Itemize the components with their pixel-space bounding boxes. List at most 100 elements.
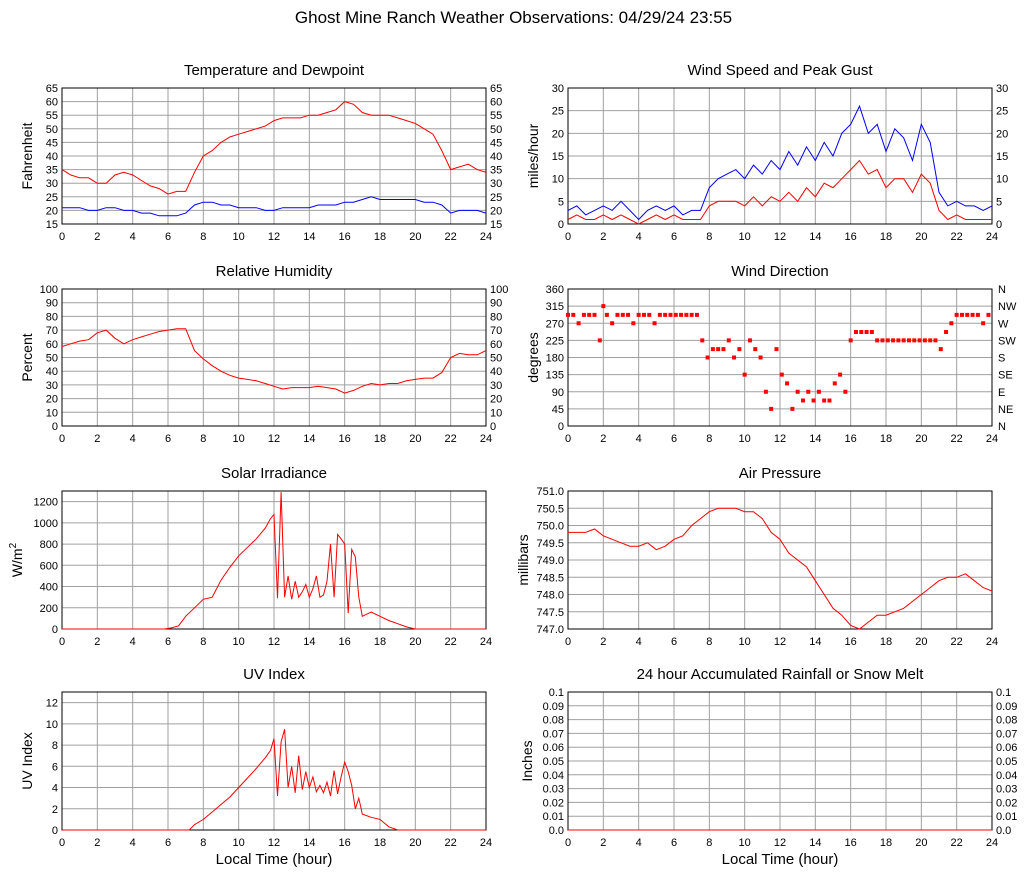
y-tick-label: 40 xyxy=(46,151,58,163)
data-point xyxy=(986,312,991,317)
y-tick-label: 0 xyxy=(52,624,58,636)
x-tick-label: 12 xyxy=(774,636,786,648)
x-tick-label: 2 xyxy=(600,433,606,445)
x-tick-label: 12 xyxy=(268,433,280,445)
y-tick-label-right: 30 xyxy=(490,178,502,190)
y-axis-label-sup: 2 xyxy=(8,542,19,548)
x-tick-label: 22 xyxy=(951,837,963,849)
y-tick-label: 0.03 xyxy=(543,784,564,796)
series-line-0 xyxy=(568,104,992,221)
y-tick-label: 25 xyxy=(552,106,564,118)
y-tick-label-right: 0.02 xyxy=(996,797,1017,809)
x-tick-label: 20 xyxy=(915,231,927,243)
data-point xyxy=(949,321,954,326)
data-point xyxy=(620,312,625,317)
y-tick-label-right: 10 xyxy=(490,407,502,419)
x-tick-label: 18 xyxy=(880,433,892,445)
y-tick-label: 400 xyxy=(40,582,58,594)
y-tick-label: 80 xyxy=(46,311,58,323)
y-tick-label: 0 xyxy=(558,421,564,433)
data-point xyxy=(869,330,874,335)
compass-label: SE xyxy=(998,370,1013,382)
x-tick-label: 2 xyxy=(94,837,100,849)
y-tick-label: 2 xyxy=(52,804,58,816)
data-point xyxy=(880,338,885,343)
x-tick-label: 10 xyxy=(233,837,245,849)
y-tick-label-right: 0.09 xyxy=(996,701,1017,713)
compass-label: NW xyxy=(998,301,1017,313)
x-tick-label: 12 xyxy=(774,231,786,243)
x-tick-label: 10 xyxy=(739,231,751,243)
x-tick-label: 6 xyxy=(165,433,171,445)
series-line-0 xyxy=(62,729,486,831)
x-tick-label: 2 xyxy=(94,636,100,648)
compass-label: NE xyxy=(998,404,1013,416)
y-tick-label: 50 xyxy=(46,124,58,136)
data-point xyxy=(901,338,906,343)
y-tick-label: 0.07 xyxy=(543,728,564,740)
y-tick-label: 60 xyxy=(46,97,58,109)
y-axis-label-text: Percent xyxy=(19,333,35,381)
data-point xyxy=(636,312,641,317)
x-tick-label: 0 xyxy=(59,837,65,849)
x-tick-label: 18 xyxy=(880,636,892,648)
y-tick-label-right: 10 xyxy=(996,174,1008,186)
y-tick-label: 35 xyxy=(46,165,58,177)
y-tick-label-right: 70 xyxy=(490,325,502,337)
x-tick-label: 24 xyxy=(480,433,492,445)
x-tick-label: 16 xyxy=(339,433,351,445)
page-title: Ghost Mine Ranch Weather Observations: 0… xyxy=(294,8,733,27)
y-axis-label-text: W/m xyxy=(9,548,25,577)
data-point xyxy=(753,347,758,352)
x-tick-label: 0 xyxy=(565,433,571,445)
x-tick-label: 10 xyxy=(233,433,245,445)
data-point xyxy=(970,312,975,317)
y-tick-label: 800 xyxy=(40,539,58,551)
x-tick-label: 8 xyxy=(200,231,206,243)
data-point xyxy=(816,389,821,394)
x-tick-label: 12 xyxy=(774,837,786,849)
x-tick-label: 16 xyxy=(339,231,351,243)
data-point xyxy=(806,389,811,394)
y-tick-label-right: 0 xyxy=(490,421,496,433)
data-point xyxy=(959,312,964,317)
y-tick-label: 15 xyxy=(552,151,564,163)
x-tick-label: 10 xyxy=(739,636,751,648)
x-tick-label: 22 xyxy=(445,837,457,849)
y-tick-label: 0.04 xyxy=(543,770,564,782)
data-point xyxy=(737,347,742,352)
x-tick-label: 18 xyxy=(374,433,386,445)
y-tick-label-right: 90 xyxy=(490,298,502,310)
compass-label: N xyxy=(998,284,1006,296)
y-tick-label: 1200 xyxy=(34,497,58,509)
data-point xyxy=(954,312,959,317)
plot-frame xyxy=(567,288,993,427)
data-point xyxy=(975,312,980,317)
x-tick-label: 24 xyxy=(986,433,998,445)
y-axis-label: degrees xyxy=(525,332,541,383)
plot-frame xyxy=(61,288,487,427)
x-tick-label: 20 xyxy=(409,636,421,648)
y-tick-label-right: 0.1 xyxy=(996,687,1011,699)
data-point xyxy=(647,312,652,317)
x-tick-label: 14 xyxy=(303,636,315,648)
x-tick-label: 18 xyxy=(374,837,386,849)
x-tick-label: 6 xyxy=(671,231,677,243)
y-tick-label: 45 xyxy=(46,137,58,149)
y-axis-label: UV Index xyxy=(19,732,35,790)
x-tick-label: 8 xyxy=(706,231,712,243)
y-tick-label: 748.0 xyxy=(536,590,564,602)
x-tick-label: 14 xyxy=(303,231,315,243)
compass-label: SW xyxy=(998,335,1016,347)
chart-rain: 24 hour Accumulated Rainfall or Snow Mel… xyxy=(519,666,1017,868)
y-axis-label: Fahrenheit xyxy=(19,122,35,189)
y-tick-label: 0.06 xyxy=(543,742,564,754)
y-tick-label: 8 xyxy=(52,740,58,752)
data-point xyxy=(944,330,949,335)
data-point xyxy=(710,347,715,352)
x-tick-label: 0 xyxy=(59,636,65,648)
data-point xyxy=(726,338,731,343)
x-tick-label: 12 xyxy=(774,433,786,445)
